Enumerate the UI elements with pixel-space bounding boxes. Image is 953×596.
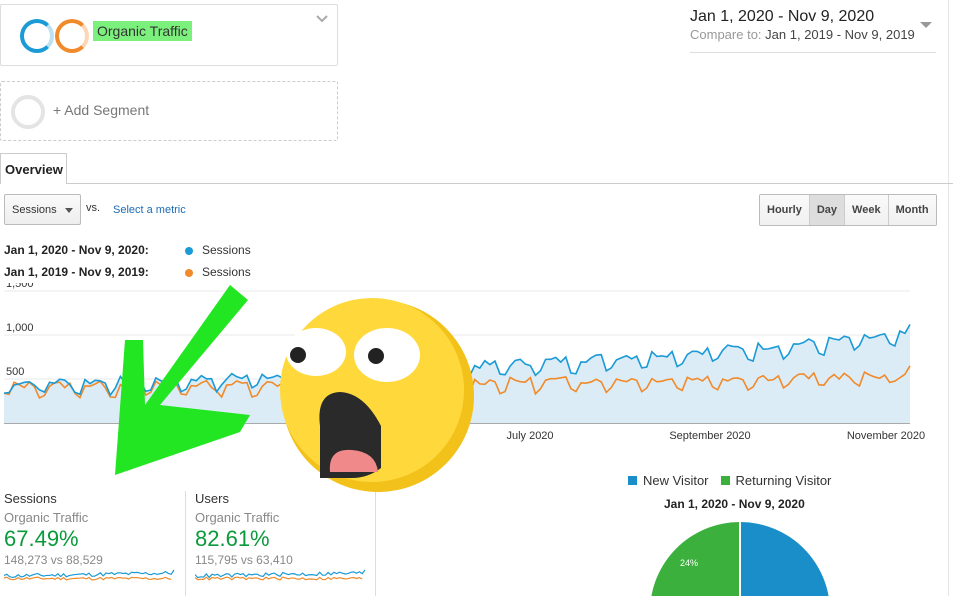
- legend-swatch-icon: [628, 476, 637, 485]
- legend-metric: Sessions: [202, 265, 251, 279]
- scorecard-divider: [185, 491, 186, 596]
- sparkline-2019: [3, 576, 172, 581]
- segment-card[interactable]: Organic Traffic: [0, 4, 338, 66]
- shocked-face-emoji-icon: [280, 298, 474, 492]
- x-tick-label: September 2020: [669, 430, 750, 442]
- visitor-pie-chart[interactable]: 24%: [650, 522, 832, 596]
- metric-dropdown[interactable]: Sessions: [4, 194, 81, 225]
- sparkline: [3, 569, 175, 581]
- compare-range: Jan 1, 2019 - Nov 9, 2019: [765, 27, 915, 42]
- legend-returning-visitor: Returning Visitor: [720, 473, 832, 488]
- metric-dropdown-value: Sessions: [12, 204, 57, 216]
- green-arrow-icon: [115, 285, 250, 475]
- legend-swatch-icon: [720, 476, 730, 485]
- x-tick-label: July 2020: [506, 430, 553, 442]
- granularity-month[interactable]: Month: [888, 195, 936, 225]
- scorecard-title: Sessions: [4, 491, 57, 506]
- pie-legend: New Visitor Returning Visitor: [628, 473, 843, 488]
- scorecard-segment: Organic Traffic: [195, 510, 280, 525]
- segment-name: Organic Traffic: [93, 21, 192, 41]
- scorecard-change: 67.49%: [4, 526, 79, 551]
- date-range-underline: [690, 52, 936, 53]
- page-divider: [948, 0, 949, 596]
- pie-slice-returning: [651, 522, 740, 596]
- dropdown-arrow-icon: [65, 208, 73, 213]
- pie-slice-new: [740, 522, 829, 596]
- sparkline-2020: [194, 569, 366, 579]
- legend-range: Jan 1, 2020 - Nov 9, 2020:: [4, 243, 149, 257]
- select-metric-link[interactable]: Select a metric: [113, 204, 186, 216]
- date-range-picker[interactable]: Jan 1, 2020 - Nov 9, 2020 Compare to: Ja…: [690, 8, 936, 53]
- granularity-day[interactable]: Day: [809, 195, 846, 225]
- y-tick-label: 500: [6, 366, 24, 378]
- sparkline-2020: [3, 569, 175, 579]
- y-tick-label: 1,500: [6, 283, 34, 290]
- legend-new-visitor: New Visitor: [628, 473, 709, 488]
- empty-segment-icon: [11, 95, 45, 129]
- segment-ring-icon-orange: [55, 19, 89, 53]
- tab-overview[interactable]: Overview: [0, 153, 67, 184]
- scorecard-compare: 148,273 vs 88,529: [4, 553, 103, 567]
- legend-label: New Visitor: [643, 473, 709, 488]
- scorecard-change: 82.61%: [195, 526, 270, 551]
- x-tick-label: November 2020: [847, 430, 925, 442]
- scorecard-segment: Organic Traffic: [4, 510, 89, 525]
- date-range-compare: Compare to: Jan 1, 2019 - Nov 9, 2019: [690, 27, 936, 42]
- scorecard-divider: [375, 491, 376, 596]
- legend-range: Jan 1, 2019 - Nov 9, 2019:: [4, 265, 149, 279]
- scorecard-title: Users: [195, 491, 229, 506]
- sparkline: [194, 569, 366, 581]
- segment-ring-icon-blue: [20, 19, 54, 53]
- add-segment-label: + Add Segment: [53, 102, 150, 118]
- sparkline-2019: [194, 576, 363, 581]
- date-range-main: Jan 1, 2020 - Nov 9, 2020: [690, 8, 875, 25]
- legend-dot-icon: [185, 247, 193, 255]
- pie-slice-label: 24%: [680, 558, 698, 568]
- scorecard-sessions[interactable]: Sessions Organic Traffic 67.49% 148,273 …: [3, 491, 176, 588]
- granularity-hourly[interactable]: Hourly: [760, 195, 810, 225]
- legend-row-2019: Jan 1, 2019 - Nov 9, 2019: Sessions: [4, 265, 251, 279]
- legend-row-2020: Jan 1, 2020 - Nov 9, 2020: Sessions: [4, 243, 251, 257]
- scorecard-users[interactable]: Users Organic Traffic 82.61% 115,795 vs …: [194, 491, 367, 588]
- granularity-toggle: Hourly Day Week Month: [759, 194, 937, 226]
- scorecard-compare: 115,795 vs 63,410: [195, 553, 293, 567]
- y-tick-label: 1,000: [6, 322, 34, 334]
- tab-underline: [67, 183, 953, 184]
- pie-title: Jan 1, 2020 - Nov 9, 2020: [664, 497, 805, 511]
- legend-metric: Sessions: [202, 243, 251, 257]
- legend-label: Returning Visitor: [735, 473, 832, 488]
- caret-down-icon[interactable]: [920, 22, 932, 28]
- granularity-week[interactable]: Week: [845, 195, 889, 225]
- chevron-down-icon[interactable]: [315, 11, 329, 27]
- legend-dot-icon: [185, 269, 193, 277]
- vs-label: vs.: [86, 202, 101, 214]
- add-segment-button[interactable]: + Add Segment: [0, 81, 338, 141]
- compare-prefix: Compare to:: [690, 27, 762, 42]
